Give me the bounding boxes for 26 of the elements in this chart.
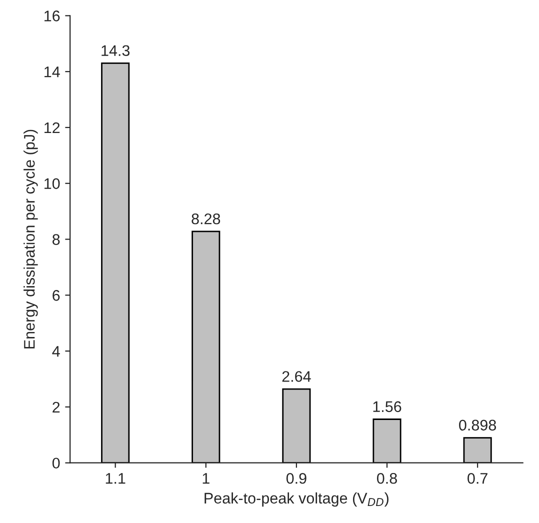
- x-tick-label: 0.9: [286, 472, 306, 484]
- y-tick-label: 10: [44, 178, 60, 190]
- y-tick-label: 0: [52, 458, 60, 469]
- data-label: 8.28: [192, 213, 220, 224]
- data-label: 14.3: [102, 45, 130, 56]
- bar: [372, 418, 402, 463]
- y-axis-title: Energy dissipation per cycle (pJ): [24, 130, 38, 348]
- y-tick-label: 2: [52, 402, 60, 412]
- bar: [192, 230, 220, 463]
- x-tick-label: 1: [202, 473, 210, 484]
- y-tick-label: 4: [52, 346, 60, 357]
- y-tick-label: 12: [44, 122, 60, 134]
- x-tick-label: 1.1: [106, 473, 126, 484]
- data-label: 2.64: [282, 371, 311, 382]
- y-tick-label: 16: [44, 10, 60, 22]
- y-tick-label: 14: [44, 66, 60, 78]
- bar: [463, 437, 492, 463]
- y-tick-label: 6: [52, 290, 60, 301]
- x-tick-label: 0.8: [376, 472, 397, 484]
- bar: [282, 388, 311, 463]
- data-label: 0.898: [459, 420, 496, 431]
- y-tick-label: 8: [52, 234, 60, 245]
- data-label: 1.56: [373, 401, 402, 412]
- x-tick-label: 0.7: [468, 472, 488, 484]
- bar: [101, 62, 130, 463]
- x-axis-title: Peak-to-peak voltage (V$_{DD}$): [204, 492, 388, 507]
